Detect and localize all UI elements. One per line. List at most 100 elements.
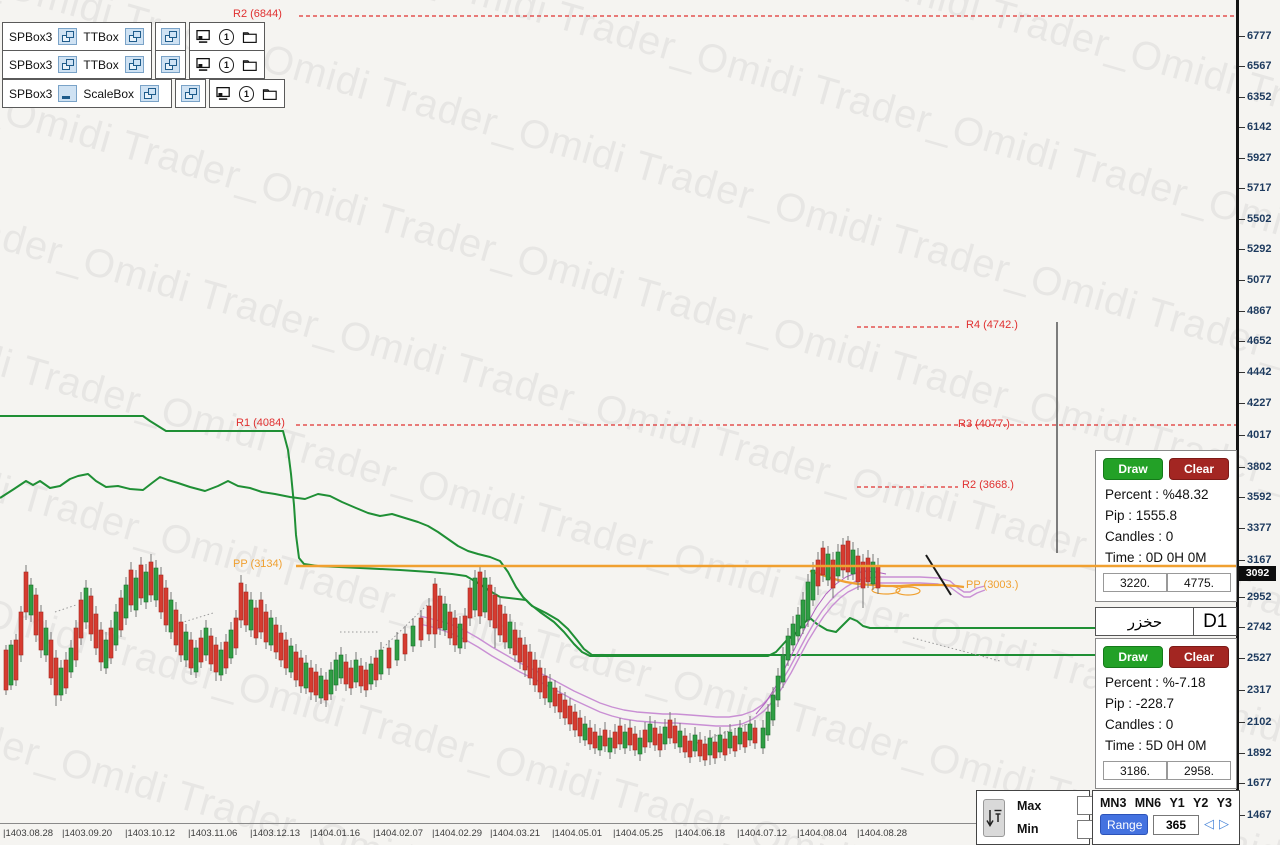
candle-body: [78, 599, 84, 639]
candles-value: Candles : 0: [1105, 717, 1174, 732]
candle-body: [123, 584, 129, 619]
price-tick-mark: [1239, 528, 1245, 529]
candle-body: [243, 591, 249, 626]
price-tick-mark: [1239, 249, 1245, 250]
price-from-input[interactable]: [1103, 761, 1167, 780]
circle-one-icon[interactable]: 1: [238, 85, 255, 102]
min-label: Min: [1017, 822, 1039, 837]
clear-button[interactable]: Clear: [1169, 458, 1229, 480]
date-tick-label: |1404.02.29: [432, 828, 483, 839]
price-tick-mark: [1239, 467, 1245, 468]
symbol-timeframe-box: حخزر D1: [1095, 607, 1237, 636]
sort-button[interactable]: [983, 798, 1005, 837]
price-tick-mark: [1239, 435, 1245, 436]
period-y1[interactable]: Y1: [1169, 796, 1185, 810]
restore-icon[interactable]: [58, 28, 78, 45]
candle-body: [363, 669, 369, 691]
candle-body: [426, 605, 432, 635]
restore-icon[interactable]: [124, 56, 144, 73]
candle-body: [68, 647, 74, 673]
candle-body: [870, 561, 876, 585]
price-to-input[interactable]: [1167, 761, 1231, 780]
chart-line: [419, 582, 986, 727]
circle-one-icon[interactable]: 1: [218, 28, 235, 45]
folder-icon[interactable]: [242, 30, 258, 44]
price-tick-label: 4017: [1247, 429, 1272, 441]
candle-body: [707, 737, 713, 756]
candle-body: [622, 731, 628, 749]
folder-icon[interactable]: [262, 87, 278, 101]
candle-body: [293, 651, 299, 681]
candle-body: [193, 647, 199, 673]
candle-body: [840, 544, 846, 571]
price-tick-label: 6352: [1247, 91, 1272, 103]
candle-body: [795, 614, 801, 637]
price-tick-mark: [1239, 658, 1245, 659]
candle-body: [612, 731, 618, 749]
prev-arrow-icon[interactable]: ◁: [1204, 817, 1214, 832]
price-tick-label: 4652: [1247, 335, 1272, 347]
monitor-icon[interactable]: [196, 57, 211, 72]
candle-body: [23, 571, 29, 613]
monitor-icon[interactable]: [196, 29, 211, 44]
candle-body: [492, 594, 498, 629]
timeframe-selector[interactable]: D1: [1193, 607, 1237, 636]
toolbox-cell-restore: [155, 22, 186, 51]
restore-icon[interactable]: [181, 85, 200, 102]
level-label-r2-top: R2 (6844): [233, 8, 282, 20]
price-tick-mark: [1239, 627, 1245, 628]
price-from-input[interactable]: [1103, 573, 1167, 592]
candle-body: [58, 667, 64, 696]
candle-body: [183, 631, 189, 661]
candle-body: [727, 731, 733, 749]
minimize-icon[interactable]: [58, 85, 78, 102]
level-label-r1: R1 (4084): [236, 417, 285, 429]
candle-body: [208, 635, 214, 665]
folder-icon[interactable]: [242, 58, 258, 72]
days-input[interactable]: [1153, 814, 1199, 835]
candle-body: [602, 729, 608, 747]
candle-body: [567, 705, 573, 725]
dotted-connector: [176, 612, 214, 625]
restore-icon[interactable]: [58, 56, 78, 73]
toolbox-cell-actions: 1: [209, 79, 285, 108]
monitor-icon[interactable]: [216, 86, 231, 101]
candle-body: [38, 611, 44, 651]
restore-icon[interactable]: [161, 56, 180, 73]
measure-panel-2: Draw Clear Percent : %-7.18 Pip : -228.7…: [1095, 638, 1237, 789]
price-tick-mark: [1239, 690, 1245, 691]
candle-body: [33, 594, 39, 636]
price-tick-label: 2952: [1247, 591, 1272, 603]
date-tick-label: |1403.12.13: [250, 828, 301, 839]
draw-button[interactable]: Draw: [1103, 646, 1163, 668]
price-tick-label: 1892: [1247, 747, 1272, 759]
date-tick-label: |1404.06.18: [675, 828, 726, 839]
level-label-r3: R3 (4077.): [958, 418, 1010, 430]
price-tick-mark: [1239, 66, 1245, 67]
circle-one-icon[interactable]: 1: [218, 56, 235, 73]
period-y3[interactable]: Y3: [1216, 796, 1232, 810]
range-box: MN3 MN6 Y1 Y2 Y3 Range ◁ ▷: [1092, 790, 1240, 845]
restore-icon[interactable]: [161, 28, 180, 45]
orange-loop: [871, 585, 901, 595]
price-to-input[interactable]: [1167, 573, 1231, 592]
next-arrow-icon[interactable]: ▷: [1219, 817, 1229, 832]
range-button[interactable]: Range: [1100, 814, 1148, 835]
symbol-name[interactable]: حخزر: [1095, 607, 1195, 636]
restore-icon[interactable]: [140, 85, 160, 102]
restore-icon[interactable]: [124, 28, 144, 45]
date-tick-label: |1404.01.16: [310, 828, 361, 839]
date-tick-label: |1404.03.21: [490, 828, 541, 839]
candle-body: [572, 711, 578, 731]
candle-body: [203, 627, 209, 656]
candle-body: [542, 675, 548, 699]
period-mn6[interactable]: MN6: [1134, 796, 1162, 810]
draw-button[interactable]: Draw: [1103, 458, 1163, 480]
candle-body: [780, 654, 786, 683]
clear-button[interactable]: Clear: [1169, 646, 1229, 668]
period-mn3[interactable]: MN3: [1100, 796, 1127, 810]
candle-body: [228, 629, 234, 659]
candle-body: [627, 727, 633, 746]
period-y2[interactable]: Y2: [1193, 796, 1209, 810]
